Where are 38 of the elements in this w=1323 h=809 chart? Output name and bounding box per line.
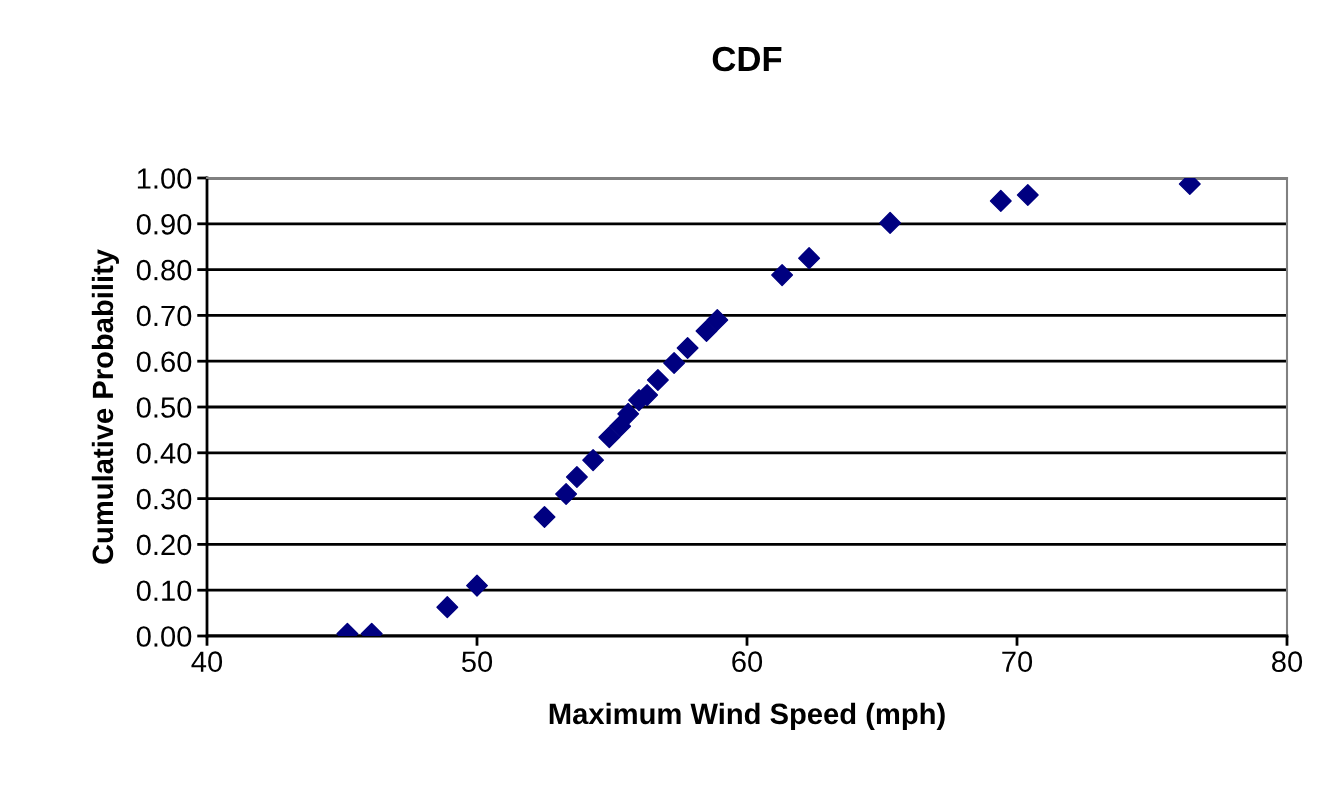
y-tick-label: 1.00 (137, 168, 192, 189)
point (695, 319, 718, 342)
x-tick-label: 80 (1272, 651, 1303, 673)
point (555, 483, 578, 506)
chart-title: CDF (712, 46, 782, 72)
point (798, 247, 821, 270)
point (663, 352, 686, 375)
point (646, 368, 669, 391)
y-tick-label: 0.60 (136, 351, 192, 373)
y-tick-label: 0.40 (136, 443, 192, 464)
point (676, 336, 699, 359)
point (617, 402, 640, 425)
point (598, 426, 621, 449)
x-tick-label: 40 (191, 651, 223, 673)
point (771, 264, 794, 287)
y-tick-label: 0.30 (136, 488, 192, 510)
y-axis-title: Cumulative Probability (91, 249, 119, 564)
x-tick-label: 50 (461, 651, 493, 673)
point (533, 505, 556, 528)
point (989, 189, 1012, 212)
point (706, 308, 729, 331)
y-tick-label: 0.20 (136, 534, 192, 556)
y-tick-label: 0.00 (136, 626, 192, 647)
point (565, 466, 588, 489)
x-tick-label: 70 (1002, 651, 1033, 673)
point (582, 449, 605, 472)
point (1016, 183, 1039, 206)
y-tick-label: 0.80 (136, 259, 192, 281)
y-tick-label: 0.50 (136, 397, 192, 418)
y-tick-label: 0.90 (136, 214, 192, 235)
y-tick-label: 0.70 (136, 305, 192, 327)
x-tick-label: 60 (732, 651, 763, 673)
y-tick-label: 0.10 (136, 580, 192, 602)
point (436, 596, 459, 619)
point (609, 415, 632, 438)
point (879, 211, 902, 234)
x-axis-title: Maximum Wind Speed (mph) (549, 702, 945, 730)
point (466, 574, 488, 597)
